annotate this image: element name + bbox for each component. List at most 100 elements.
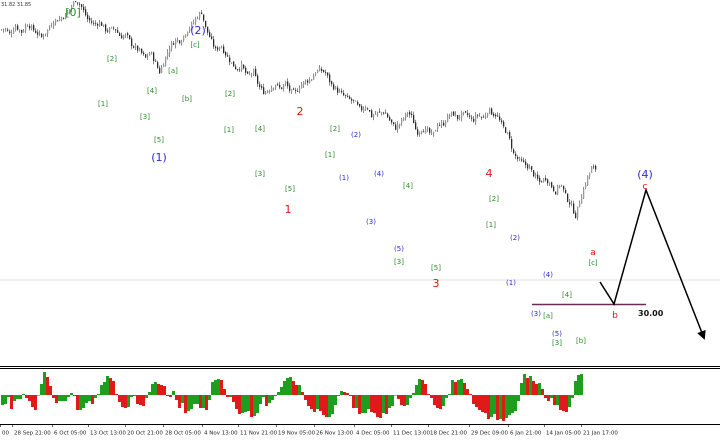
wave-label: [2] xyxy=(489,195,499,203)
oscillator-bar xyxy=(439,395,442,409)
oscillator-bar xyxy=(61,395,64,401)
price-candle xyxy=(533,169,535,178)
oscillator-bar xyxy=(16,395,19,399)
oscillator-bar xyxy=(562,395,565,411)
oscillator-bar xyxy=(559,395,562,410)
price-candle xyxy=(161,65,163,74)
price-candle xyxy=(111,26,113,29)
oscillator-bar xyxy=(148,392,151,395)
x-tick-label: 14 Jan 05:00 xyxy=(546,431,581,437)
price-candle xyxy=(547,178,549,186)
price-candle xyxy=(37,29,39,39)
oscillator-bar xyxy=(343,392,346,395)
price-candle xyxy=(417,126,419,137)
price-candle xyxy=(201,10,203,15)
oscillator-bar xyxy=(97,394,100,395)
oscillator-bar xyxy=(565,395,568,412)
price-candle xyxy=(415,119,417,130)
wave-label: (2) xyxy=(190,24,206,37)
price-candle xyxy=(129,34,131,40)
oscillator-bar xyxy=(133,395,136,396)
oscillator-bar xyxy=(211,382,214,395)
price-candle xyxy=(157,60,159,69)
price-candle xyxy=(247,71,249,75)
oscillator-bar xyxy=(283,381,286,395)
price-candle xyxy=(483,114,485,118)
oscillator-bar xyxy=(541,389,544,395)
oscillator-bar xyxy=(535,384,538,395)
oscillator-bar xyxy=(511,395,514,413)
wave-label: (5) xyxy=(394,245,404,253)
oscillator-bar xyxy=(91,395,94,404)
price-candle xyxy=(69,9,71,15)
price-candle xyxy=(507,131,509,135)
oscillator-bar xyxy=(235,395,238,409)
wave-label: [1] xyxy=(325,151,335,159)
price-candle xyxy=(43,33,45,40)
x-tick-label: 11 Nov 21:00 xyxy=(240,431,278,437)
price-candle xyxy=(419,131,421,137)
oscillator-bar xyxy=(301,392,304,395)
price-candle xyxy=(467,109,469,118)
oscillator-bar xyxy=(214,380,217,395)
x-tick-label: 11 Dec 13:00 xyxy=(393,431,430,437)
x-tick-label: 13 Oct 13:00 xyxy=(90,431,126,437)
oscillator-bar xyxy=(448,394,451,395)
oscillator-bar xyxy=(217,379,220,395)
oscillator-bar xyxy=(79,395,82,410)
price-candle xyxy=(255,66,257,77)
oscillator-bar xyxy=(469,394,472,395)
price-candle xyxy=(145,54,147,58)
wave-label: (1) xyxy=(151,151,167,164)
wave-label: [3] xyxy=(552,339,562,347)
price-candle xyxy=(107,28,109,33)
price-candle xyxy=(51,22,53,28)
price-candle xyxy=(175,38,177,49)
oscillator-bar xyxy=(289,377,292,395)
oscillator-bar xyxy=(118,395,121,402)
oscillator-bar xyxy=(247,395,250,411)
wave-label: [2] xyxy=(107,55,117,63)
price-candle xyxy=(393,122,395,127)
oscillator-bar xyxy=(187,395,190,411)
price-candle xyxy=(177,37,179,43)
wave-label: [a] xyxy=(168,67,178,75)
price-candle xyxy=(23,28,25,33)
oscillator-bar xyxy=(490,395,493,417)
oscillator-bar xyxy=(430,395,433,398)
wave-label: [4] xyxy=(255,125,265,133)
price-candle xyxy=(115,29,117,33)
price-candle xyxy=(313,73,315,80)
oscillator-bar xyxy=(523,374,526,395)
price-candle xyxy=(181,39,183,46)
price-candle xyxy=(199,11,201,21)
price-candle xyxy=(555,191,557,195)
price-candle xyxy=(411,110,413,118)
price-candle xyxy=(61,16,63,22)
x-tick-label: 28 Sep 21:00 xyxy=(14,431,51,437)
oscillator-bar xyxy=(355,395,358,408)
oscillator-bar xyxy=(139,395,142,405)
price-candle xyxy=(553,185,555,193)
price-candle xyxy=(449,113,451,119)
price-candle xyxy=(377,111,379,117)
oscillator-bar xyxy=(163,386,166,395)
oscillator-bar xyxy=(7,395,10,397)
price-candle xyxy=(307,79,309,86)
price-candle xyxy=(565,188,567,194)
wave-label: 4 xyxy=(486,167,493,180)
price-candle xyxy=(569,198,571,208)
wave-label: b xyxy=(612,311,618,321)
oscillator-bar xyxy=(502,395,505,421)
price-candle xyxy=(409,110,411,118)
oscillator-bar xyxy=(169,395,172,397)
wave-label: (2) xyxy=(351,131,361,139)
oscillator-bar xyxy=(142,395,145,406)
oscillator-bar xyxy=(226,395,229,397)
oscillator-bar xyxy=(574,381,577,395)
oscillator-bar xyxy=(175,395,178,400)
oscillator-bar xyxy=(376,395,379,417)
price-candle xyxy=(191,21,193,31)
price-candle xyxy=(441,120,443,129)
